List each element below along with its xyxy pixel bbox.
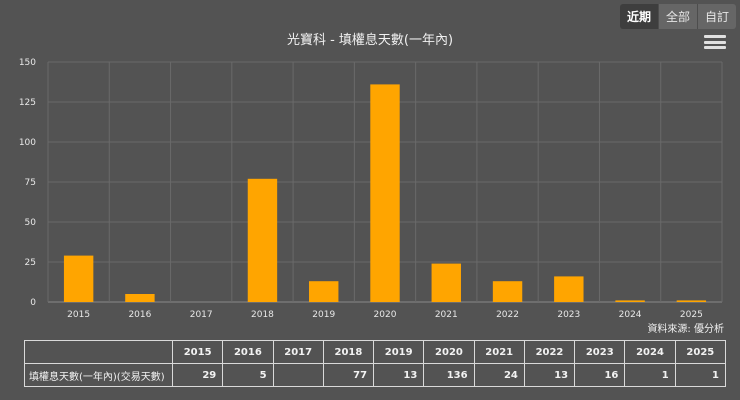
table-header-cell: 2018 (322, 340, 375, 364)
range-button-all[interactable]: 全部 (657, 4, 697, 29)
bar-2020[interactable] (370, 84, 400, 303)
y-tick-label: 50 (25, 218, 37, 228)
table-cell: 1 (624, 363, 676, 387)
table-header-cell: 2016 (222, 340, 274, 364)
hamburger-menu-icon[interactable] (704, 33, 726, 51)
x-tick-label: 2017 (190, 310, 213, 320)
bar-2018[interactable] (247, 178, 278, 302)
table-cell: 77 (322, 363, 375, 387)
x-tick-label: 2016 (128, 310, 151, 320)
bar-2023[interactable] (554, 276, 584, 302)
table-row-label: 填權息天數(一年內)(交易天數) (24, 363, 173, 387)
table-cell: 136 (423, 363, 475, 387)
range-button-recent[interactable]: 近期 (619, 4, 658, 29)
x-tick-label: 2023 (557, 310, 580, 320)
bar-2016[interactable] (125, 294, 155, 302)
table-header-cell: 2024 (624, 340, 676, 364)
x-tick-label: 2018 (251, 310, 274, 320)
table-header-row: 2015 2016 2017 2018 2019 2020 2021 2022 2023 2024… (24, 340, 727, 364)
bar-2015[interactable] (63, 255, 94, 302)
table-cell (272, 363, 324, 387)
bars (63, 84, 707, 303)
table-header-cell: 2021 (473, 340, 525, 364)
table-header-cell: 2019 (373, 340, 425, 364)
range-button-custom[interactable]: 自訂 (696, 4, 736, 29)
y-tick-label: 75 (25, 178, 36, 188)
y-axis-ticks: 0 25 50 75 100 125 150 (19, 58, 36, 308)
y-tick-label: 100 (19, 138, 36, 148)
bar-2024[interactable] (615, 300, 645, 302)
x-tick-label: 2020 (374, 310, 397, 320)
table-cell: 16 (574, 363, 626, 387)
y-tick-label: 0 (30, 298, 36, 308)
bar-2019[interactable] (309, 281, 339, 302)
table-cell: 13 (523, 363, 576, 387)
table-cell: 1 (674, 363, 727, 387)
x-axis-ticks: 2015 2016 2017 2018 2019 2020 2021 2022 2023 2024… (67, 310, 703, 320)
table-header-cell: 2015 (171, 340, 224, 364)
data-table: 2015 2016 2017 2018 2019 2020 2021 2022 2023 2024… (24, 340, 727, 387)
table-corner-cell (24, 340, 173, 364)
bar-2025[interactable] (676, 300, 707, 302)
bar-2022[interactable] (492, 281, 523, 302)
table-header-cell: 2023 (574, 340, 626, 364)
chart-title: 光寶科 - 填權息天數(一年內) (287, 32, 453, 48)
x-tick-label: 2025 (680, 310, 703, 320)
table-header-cell: 2017 (272, 340, 324, 364)
table-cell: 5 (222, 363, 274, 387)
x-tick-label: 2021 (435, 310, 458, 320)
table-row: 填權息天數(一年內)(交易天數) 29 5 77 13 136 24 13 16 1 1 (24, 363, 727, 387)
table-cell: 13 (373, 363, 425, 387)
bar-2021[interactable] (431, 263, 461, 302)
range-selector: 近期 全部 自訂 (619, 4, 736, 29)
x-tick-label: 2024 (619, 310, 642, 320)
source-label: 資料來源: 優分析 (647, 324, 724, 335)
y-tick-label: 125 (19, 98, 36, 108)
table-cell: 24 (473, 363, 525, 387)
y-tick-label: 25 (25, 258, 36, 268)
x-tick-label: 2019 (312, 310, 335, 320)
y-tick-label: 150 (19, 58, 36, 68)
table-header-cell: 2022 (523, 340, 576, 364)
table-cell: 29 (171, 363, 224, 387)
table-header-cell: 2025 (674, 340, 727, 364)
x-tick-label: 2015 (67, 310, 90, 320)
table-header-cell: 2020 (423, 340, 475, 364)
x-tick-label: 2022 (496, 310, 519, 320)
